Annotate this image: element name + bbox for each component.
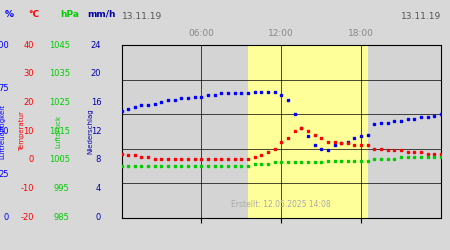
Text: -20: -20 [20,213,34,222]
Text: Temperatur: Temperatur [18,111,25,151]
Text: 16: 16 [90,98,101,107]
Text: Erstellt: 12.05.2025 14:08: Erstellt: 12.05.2025 14:08 [231,200,331,209]
Text: 12:00: 12:00 [268,29,294,38]
Text: 75: 75 [0,84,9,92]
Text: -10: -10 [20,184,34,193]
Text: mm/h: mm/h [87,10,116,19]
Text: 995: 995 [54,184,70,193]
Text: Luftdruck: Luftdruck [55,115,62,148]
Text: 1005: 1005 [49,156,70,164]
Text: 40: 40 [23,40,34,50]
Text: 10: 10 [23,127,34,136]
Text: 18:00: 18:00 [348,29,374,38]
Text: %: % [4,10,13,19]
Text: 0: 0 [4,213,9,222]
Text: Luftfeuchtigkeit: Luftfeuchtigkeit [0,104,5,159]
Text: hPa: hPa [60,10,79,19]
Bar [248,45,368,218]
Text: 0: 0 [28,156,34,164]
Text: 12: 12 [91,127,101,136]
Text: 13.11.19: 13.11.19 [401,12,441,21]
Text: 100: 100 [0,40,9,50]
Text: 1035: 1035 [49,69,70,78]
Text: 8: 8 [96,156,101,164]
Text: °C: °C [28,10,39,19]
Text: 20: 20 [23,98,34,107]
Text: 1025: 1025 [49,98,70,107]
Text: Niederschlag: Niederschlag [87,108,93,154]
Text: 20: 20 [91,69,101,78]
Text: 1015: 1015 [49,127,70,136]
Text: 0: 0 [96,213,101,222]
Text: 13.11.19: 13.11.19 [122,12,162,21]
Text: 985: 985 [54,213,70,222]
Text: 4: 4 [96,184,101,193]
Text: 1045: 1045 [49,40,70,50]
Text: 25: 25 [0,170,9,179]
Text: 06:00: 06:00 [189,29,214,38]
Text: 24: 24 [91,40,101,50]
Text: 50: 50 [0,127,9,136]
Text: 30: 30 [23,69,34,78]
